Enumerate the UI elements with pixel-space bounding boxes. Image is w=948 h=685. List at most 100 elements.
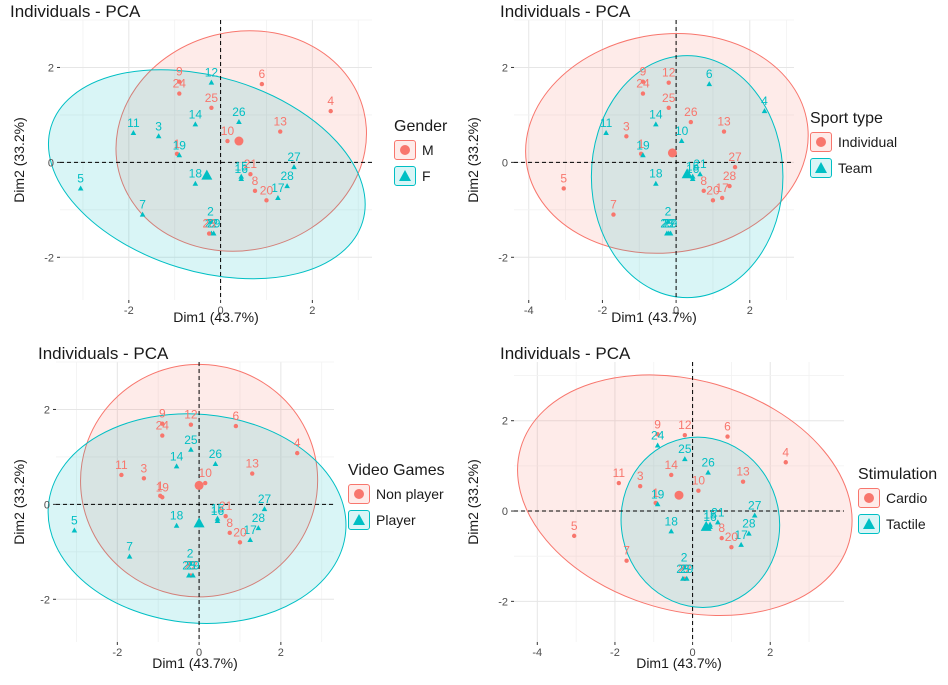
point-label: 1: [652, 486, 659, 500]
x-tick-label: 2: [309, 305, 315, 317]
point-label: 14: [189, 107, 203, 121]
point-label: 26: [701, 456, 715, 470]
group-centroid: [193, 517, 205, 528]
point-label: 29: [680, 562, 694, 576]
point-label: 12: [662, 66, 676, 80]
data-point-4: [295, 450, 300, 456]
point-label: 12: [205, 66, 219, 80]
data-point-2: [665, 218, 671, 224]
point-label: 20: [233, 525, 247, 539]
point-label: 7: [610, 198, 617, 212]
data-point-4: [783, 460, 788, 465]
data-point-10: [203, 480, 208, 486]
data-point-6: [233, 423, 239, 429]
data-point-11: [130, 129, 137, 135]
group-centroid: [667, 148, 677, 158]
point-label: 11: [613, 466, 626, 480]
data-point-26: [688, 119, 694, 125]
point-label: 25: [184, 433, 198, 447]
y-tick-label: 2: [44, 404, 50, 416]
data-point-18: [173, 522, 180, 528]
x-axis-label: Dim1 (43.7%): [173, 309, 259, 325]
point-label: 2: [665, 205, 672, 219]
legend-triangle-mark: [863, 518, 875, 529]
point-label: 24: [173, 77, 187, 91]
data-point-14: [653, 121, 659, 127]
data-point-25: [682, 456, 688, 462]
point-label: 27: [728, 150, 742, 164]
point-label: 23: [676, 562, 690, 576]
data-point-12: [682, 432, 688, 438]
point-label: 5: [77, 171, 84, 185]
data-point-3: [155, 133, 162, 139]
data-point-4: [761, 108, 768, 114]
data-point-17: [738, 541, 744, 547]
data-point-19: [160, 495, 165, 500]
y-axis-label: Dim2 (33.2%): [11, 117, 27, 203]
legend-item-individual: Individual: [810, 130, 897, 154]
data-point-26: [212, 461, 219, 467]
y-axis-label: Dim2 (33.2%): [465, 117, 481, 203]
point-label: 4: [294, 436, 301, 450]
point-label: 8: [252, 174, 259, 188]
y-tick-label: 0: [48, 157, 54, 169]
data-point-13: [250, 471, 255, 476]
y-tick-label: 2: [48, 62, 54, 74]
point-label: 21: [693, 157, 707, 171]
data-point-23: [664, 230, 670, 236]
point-label: 21: [219, 499, 233, 513]
point-label: 17: [244, 523, 258, 537]
point-label: 4: [327, 94, 334, 108]
triangle-icon: [810, 158, 832, 178]
data-point-18: [668, 528, 675, 534]
legend-label: Non player: [376, 486, 444, 502]
plot-panel: [514, 362, 844, 642]
point-label: 6: [259, 67, 266, 81]
y-tick-label: 0: [502, 157, 508, 169]
legend-item-tactile: Tactile: [858, 512, 937, 536]
point-label: 20: [725, 530, 739, 544]
point-label: 17: [271, 181, 285, 195]
point-label: 10: [675, 124, 689, 138]
data-point-8: [252, 188, 258, 194]
legend: Sport type Individual Team: [810, 110, 897, 180]
point-label: 8: [718, 521, 725, 535]
point-label: 7: [139, 198, 146, 212]
point-label: 7: [623, 544, 630, 558]
x-axis-label: Dim1 (43.7%): [152, 655, 238, 671]
point-label: 4: [782, 445, 789, 459]
x-tick-label: -2: [124, 305, 134, 317]
legend-circle-mark: [400, 145, 410, 155]
data-point-6: [259, 81, 265, 87]
data-point-24: [654, 442, 661, 448]
data-point-11: [603, 129, 609, 135]
data-point-8: [701, 188, 706, 194]
y-tick-label: 2: [502, 62, 508, 74]
y-tick-label: -2: [498, 596, 508, 608]
y-tick-label: 2: [502, 416, 508, 428]
legend-triangle-mark: [399, 170, 411, 181]
point-label: 16: [235, 162, 249, 176]
data-point-12: [666, 80, 671, 85]
x-tick-label: 2: [747, 305, 753, 317]
data-point-19: [640, 152, 646, 158]
data-point-2: [187, 560, 193, 566]
point-label: 10: [221, 124, 235, 138]
x-axis-label: Dim1 (43.7%): [636, 655, 722, 671]
legend-circle-mark: [354, 489, 364, 499]
point-label: 8: [226, 516, 233, 530]
point-label: 24: [636, 77, 650, 91]
point-label: 11: [115, 458, 128, 472]
legend-title: Gender: [394, 118, 448, 135]
legend-label: Team: [838, 160, 873, 176]
group-centroid: [201, 169, 213, 180]
data-point-7: [624, 558, 629, 563]
legend-title: Video Games: [348, 462, 445, 479]
x-tick-label: 2: [767, 647, 773, 659]
point-label: 5: [560, 171, 567, 185]
data-point-12: [188, 422, 194, 427]
point-label: 9: [640, 65, 647, 79]
data-point-6: [706, 81, 713, 87]
